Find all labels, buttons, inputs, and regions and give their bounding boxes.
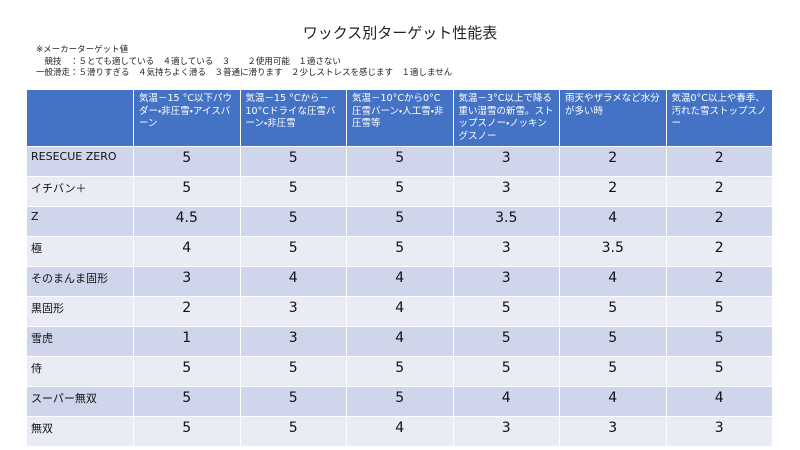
cell: 2 [133, 296, 241, 327]
row: スーパー無双 5 5 5 4 4 4 [27, 386, 773, 417]
header-row: 気温－15 °C以下パウダー・非圧雪・アイスバーン 気温－15 °Cから－10°C… [27, 90, 773, 147]
cell: 5 [346, 146, 454, 177]
cell: 5 [666, 356, 773, 387]
row-label: 雪虎 [27, 326, 134, 357]
cell: 5 [240, 416, 347, 446]
cell: 5 [240, 236, 347, 267]
header-cell [27, 90, 134, 147]
cell: 2 [559, 176, 667, 207]
cell: 5 [666, 296, 773, 327]
row: 雪虎 1 3 4 5 5 5 [27, 326, 773, 357]
header-cell: 気温－10°Cから0°C圧雪バーン・人工雪・非圧雪等 [346, 90, 454, 147]
cell: 4 [453, 386, 560, 417]
cell: 5 [346, 176, 454, 207]
cell: 3 [453, 416, 560, 446]
note-line: 一般滑走：５滑りすぎる ４気持ちよく滑る ３普通に滑ります ２少しストレスを感じ… [36, 68, 453, 78]
note-line: ※メーカーターゲット値 [36, 45, 129, 55]
cell: 3 [453, 236, 560, 267]
row: 極 4 5 5 3 3.5 2 [27, 236, 773, 267]
row: そのまんま固形 3 4 4 3 4 2 [27, 266, 773, 297]
cell: 3 [453, 266, 560, 297]
cell: 2 [666, 266, 773, 297]
cell: 4.5 [133, 206, 241, 237]
cell: 4 [240, 266, 347, 297]
row: RESECUE ZERO 5 5 5 3 2 2 [27, 146, 773, 177]
table-head: 気温－15 °C以下パウダー・非圧雪・アイスバーン 気温－15 °Cから－10°C… [27, 90, 773, 147]
cell: 4 [666, 386, 773, 417]
cell: 5 [346, 356, 454, 387]
row-label: スーパー無双 [27, 386, 134, 417]
row-label: RESECUE ZERO [27, 146, 134, 177]
cell: 5 [559, 356, 667, 387]
row-label: 無双 [27, 416, 134, 446]
header-cell: 雨天やザラメなど水分が多い時 [559, 90, 667, 147]
cell: 5 [133, 386, 241, 417]
header-cell: 気温0°C以上や春季、汚れた雪ストップスノー [666, 90, 773, 147]
notes: ※メーカーターゲット値 競技 ：５とても適している ４適している ３ ２使用可能… [36, 45, 452, 80]
cell: 3 [240, 326, 347, 357]
cell: 2 [666, 146, 773, 177]
table: 気温－15 °C以下パウダー・非圧雪・アイスバーン 気温－15 °Cから－10°C… [27, 90, 773, 446]
title: ワックス別ターゲット性能表 [302, 24, 498, 42]
row: 黒固形 2 3 4 5 5 5 [27, 296, 773, 327]
cell: 3.5 [453, 206, 560, 237]
cell: 5 [453, 356, 560, 387]
cell: 5 [133, 176, 241, 207]
cell: 5 [346, 386, 454, 417]
cell: 5 [346, 206, 454, 237]
cell: 2 [559, 146, 667, 177]
cell: 5 [453, 296, 560, 327]
cell: 5 [240, 206, 347, 237]
cell: 5 [240, 146, 347, 177]
cell: 3 [666, 416, 773, 446]
row-label: 極 [27, 236, 134, 267]
row: 無双 5 5 4 3 3 3 [27, 416, 773, 446]
cell: 5 [346, 236, 454, 267]
cell: 5 [240, 356, 347, 387]
row-label: イチバン＋ [27, 176, 134, 207]
cell: 5 [666, 326, 773, 357]
cell: 1 [133, 326, 241, 357]
cell: 3.5 [559, 236, 667, 267]
cell: 3 [559, 416, 667, 446]
note-line: 競技 ：５とても適している ４適している ３ ２使用可能 １適さない [36, 56, 341, 67]
cell: 4 [559, 266, 667, 297]
cell: 3 [133, 266, 241, 297]
row: Z 4.5 5 5 3.5 4 2 [27, 206, 773, 237]
cell: 4 [559, 206, 667, 237]
cell: 4 [559, 386, 667, 417]
row-label: Z [27, 206, 134, 237]
cell: 2 [666, 206, 773, 237]
cell: 5 [133, 416, 241, 446]
cell: 4 [133, 236, 241, 267]
cell: 5 [240, 386, 347, 417]
cell: 4 [346, 296, 454, 327]
header-cell: 気温－15 °C以下パウダー・非圧雪・アイスバーン [133, 90, 241, 147]
cell: 5 [559, 296, 667, 327]
row-label: そのまんま固形 [27, 266, 134, 297]
header-cell: 気温－15 °Cから－10°Cドライな圧雪バーン・非圧雪 [240, 90, 347, 147]
cell: 2 [666, 176, 773, 207]
cell: 5 [240, 176, 347, 207]
cell: 5 [559, 326, 667, 357]
cell: 5 [453, 326, 560, 357]
cell: 3 [453, 146, 560, 177]
cell: 5 [133, 146, 241, 177]
cell: 4 [346, 416, 454, 446]
row-label: 侍 [27, 356, 134, 387]
header-cell: 気温－3°C以上で降る重い湿雪の新雪。ストップスノー・ノッキングスノー [453, 90, 560, 147]
cell: 5 [133, 356, 241, 387]
cell: 4 [346, 266, 454, 297]
table-body: RESECUE ZERO 5 5 5 3 2 2 イチバン＋ 5 5 5 3 2 2 Z 4.5 5 5 3.5 4 2… [27, 146, 773, 446]
cell: 3 [240, 296, 347, 327]
row: イチバン＋ 5 5 5 3 2 2 [27, 176, 773, 207]
cell: 3 [453, 176, 560, 207]
cell: 2 [666, 236, 773, 267]
cell: 4 [346, 326, 454, 357]
row-label: 黒固形 [27, 296, 134, 327]
